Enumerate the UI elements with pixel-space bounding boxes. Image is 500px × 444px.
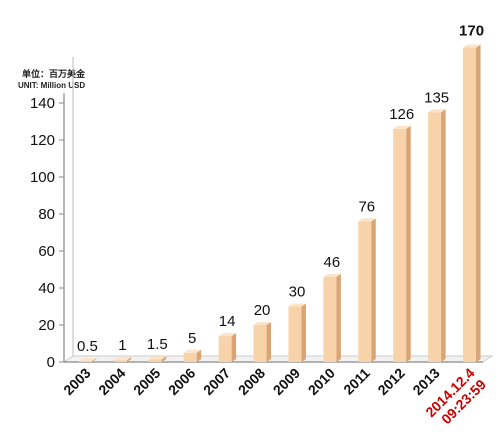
bar-top [183,349,202,353]
data-label: 0.5 [77,338,98,355]
bar-front [78,361,92,362]
bar [463,44,481,362]
bar-side [371,218,376,362]
bar [428,109,446,362]
bar-front [218,336,232,362]
bar-front [148,359,162,362]
bar-side [126,357,132,362]
unit-label-en: UNIT: Million USD [18,81,86,90]
bar-front [253,325,267,362]
bar-side [91,358,97,362]
data-label: 5 [188,330,196,347]
bar-top [428,109,446,113]
bar-front [183,352,197,362]
bar-side [231,333,237,362]
bar [148,356,167,362]
bar-top [148,356,167,360]
chart-bars [78,44,481,363]
y-tick-label: 80 [38,206,55,223]
bar-front [288,306,302,362]
y-tick-label: 100 [30,169,55,186]
chart-x-ticks: 2003 2004 2005 2006 2007 2008 2009 2010 2011 2012… [60,365,489,427]
bar-side [336,273,341,362]
bar [288,303,306,362]
x-tick-label: 2012 [374,365,407,398]
chart-axes [62,57,494,363]
x-tick-label: 2010 [305,365,338,398]
bar [253,322,272,362]
bar-top [288,303,306,307]
data-label: 1.5 [147,336,168,353]
y-tick-label: 140 [30,95,55,112]
x-tick-label: 2011 [340,365,373,398]
data-label: 170 [459,23,484,40]
x-tick-label: 2008 [235,365,268,398]
data-label: 30 [289,284,306,301]
bar-side [441,109,446,362]
bar [183,349,202,362]
bar-top [218,333,237,337]
bar-front [113,360,127,362]
data-label: 126 [389,106,414,123]
bar [218,333,237,362]
y-tick-label: 120 [30,132,55,149]
bar-side [301,303,306,362]
data-label: 135 [424,89,449,106]
data-label: 1 [118,337,126,354]
bar [393,125,411,363]
x-tick-label: 2007 [200,365,233,398]
chart-y-ticks: 0 20 40 60 80 100 120 140 [30,95,64,371]
data-label: 14 [219,313,236,330]
bar-front [393,128,407,362]
bar-front [323,276,337,362]
bar-top [393,125,411,129]
y-tick-label: 0 [47,354,55,371]
data-label: 20 [254,302,271,319]
bar-front [428,112,442,362]
bar-top [358,218,376,222]
chart-data-labels: 0.5 1 1.5 5 14 20 30 46 76 126 135 170 [77,23,484,356]
x-tick-label: 2004 [95,365,128,398]
bar-side [196,349,202,362]
bar [113,357,132,362]
y-tick-label: 20 [38,317,55,334]
bar-top [463,44,481,48]
bar-front [358,221,372,362]
y-tick-label: 40 [38,280,55,297]
y-tick-label: 60 [38,243,55,260]
bar-side [266,322,272,362]
bar-front [463,47,477,362]
bar-side [406,125,411,363]
bar [323,273,341,362]
bar-top [113,357,132,361]
bar-top [323,273,341,277]
bar-side [161,356,167,362]
bar-side [476,44,481,362]
x-tick-label: 2009 [270,365,303,398]
unit-label-cn: 单位：百万美金 [22,69,86,79]
x-tick-label: 2003 [60,365,93,398]
bar-top [253,322,272,325]
bar-top [78,358,97,362]
bar [78,358,97,362]
data-label: 46 [324,254,341,271]
bar [358,218,376,362]
data-label: 76 [358,198,375,215]
x-tick-label: 2006 [165,365,198,398]
x-tick-label: 2005 [130,365,163,398]
